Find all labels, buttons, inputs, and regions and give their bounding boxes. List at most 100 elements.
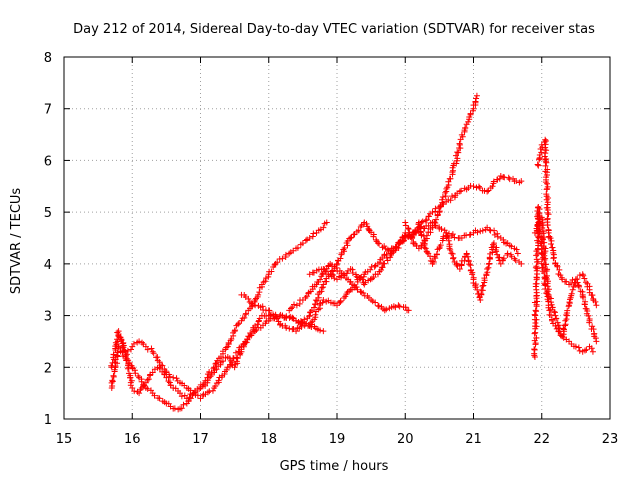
data-point bbox=[365, 294, 372, 301]
data-point bbox=[371, 263, 378, 270]
data-point bbox=[542, 255, 549, 262]
data-point bbox=[256, 315, 263, 322]
data-point bbox=[181, 392, 188, 399]
data-point bbox=[490, 243, 497, 250]
data-point bbox=[472, 284, 479, 291]
data-point bbox=[586, 283, 593, 290]
data-point bbox=[473, 92, 480, 99]
data-point bbox=[417, 228, 424, 235]
data-point bbox=[304, 236, 311, 243]
data-point bbox=[241, 314, 248, 321]
data-point bbox=[151, 392, 158, 399]
data-point bbox=[130, 340, 137, 347]
data-point bbox=[462, 124, 469, 131]
data-point bbox=[484, 269, 491, 276]
data-point bbox=[162, 368, 169, 375]
data-point bbox=[381, 260, 388, 267]
data-point bbox=[576, 347, 583, 354]
data-point bbox=[497, 260, 504, 267]
data-point bbox=[500, 255, 507, 262]
data-point bbox=[539, 230, 546, 237]
data-point bbox=[464, 253, 471, 260]
data-point bbox=[493, 248, 500, 255]
data-point bbox=[549, 244, 556, 251]
data-point bbox=[274, 259, 281, 266]
x-tick-label: 20 bbox=[397, 432, 414, 447]
data-point bbox=[248, 300, 255, 307]
data-point bbox=[378, 264, 385, 271]
data-point bbox=[349, 281, 356, 288]
data-point bbox=[402, 219, 409, 226]
data-point bbox=[124, 365, 131, 372]
data-point bbox=[151, 366, 158, 373]
y-axis-label: SDTVAR / TECUs bbox=[9, 188, 24, 295]
data-point bbox=[542, 162, 549, 169]
data-point bbox=[178, 405, 185, 412]
data-point bbox=[256, 289, 263, 296]
data-point bbox=[276, 321, 283, 328]
data-point bbox=[138, 378, 145, 385]
data-point bbox=[413, 242, 420, 249]
data-point bbox=[140, 341, 147, 348]
data-point bbox=[450, 254, 457, 261]
data-point bbox=[344, 267, 351, 274]
data-point bbox=[254, 321, 261, 328]
data-point bbox=[533, 316, 540, 323]
data-point bbox=[337, 255, 344, 262]
data-point bbox=[325, 262, 332, 269]
data-point bbox=[554, 263, 561, 270]
data-point bbox=[479, 227, 486, 234]
data-point bbox=[442, 189, 449, 196]
data-point bbox=[353, 273, 360, 280]
data-point bbox=[485, 264, 492, 271]
data-point bbox=[376, 240, 383, 247]
data-point bbox=[446, 175, 453, 182]
data-point bbox=[445, 178, 452, 185]
data-point bbox=[155, 394, 162, 401]
data-point bbox=[445, 237, 452, 244]
axis-ticks bbox=[63, 56, 611, 420]
data-point bbox=[490, 178, 497, 185]
data-point bbox=[208, 371, 215, 378]
data-point bbox=[446, 245, 453, 252]
data-point bbox=[516, 179, 523, 186]
data-point bbox=[286, 250, 293, 257]
data-point bbox=[317, 276, 324, 283]
data-point bbox=[416, 224, 423, 231]
data-point bbox=[245, 333, 252, 340]
data-point bbox=[166, 373, 173, 380]
data-point bbox=[456, 140, 463, 147]
data-point bbox=[539, 236, 546, 243]
data-point bbox=[399, 238, 406, 245]
data-point bbox=[383, 306, 390, 313]
data-point bbox=[440, 201, 447, 208]
data-point bbox=[547, 235, 554, 242]
data-point bbox=[494, 233, 501, 240]
data-point bbox=[558, 274, 565, 281]
data-point bbox=[312, 301, 319, 308]
data-point bbox=[236, 320, 243, 327]
data-point bbox=[539, 224, 546, 231]
data-point bbox=[539, 216, 546, 223]
data-point bbox=[114, 329, 121, 336]
data-point bbox=[581, 301, 588, 308]
data-point bbox=[340, 270, 347, 277]
data-point bbox=[531, 330, 538, 337]
data-point bbox=[454, 190, 461, 197]
data-point bbox=[580, 272, 587, 279]
data-point bbox=[181, 382, 188, 389]
data-point bbox=[265, 273, 272, 280]
data-point bbox=[315, 294, 322, 301]
x-tick-label: 17 bbox=[192, 432, 209, 447]
series-track-d bbox=[238, 92, 480, 335]
data-point bbox=[550, 255, 557, 262]
data-point bbox=[219, 358, 226, 365]
data-point bbox=[470, 274, 477, 281]
data-point bbox=[564, 307, 571, 314]
data-point bbox=[548, 299, 555, 306]
data-point bbox=[531, 346, 538, 353]
data-point bbox=[405, 225, 412, 232]
data-point bbox=[129, 384, 136, 391]
data-point bbox=[495, 254, 502, 261]
